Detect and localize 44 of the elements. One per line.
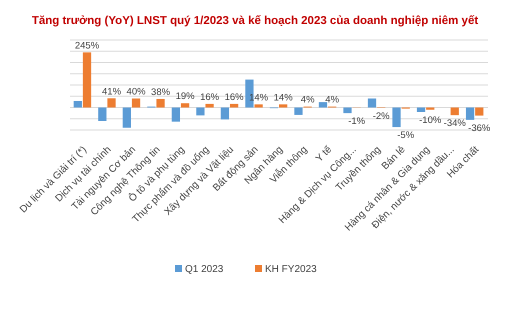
bar [220,108,230,120]
bar [180,103,190,108]
data-label: -5% [397,130,415,142]
legend-label: Q1 2023 [185,264,224,275]
data-label: -34% [444,118,466,130]
data-label: -1% [348,116,366,128]
bar [98,108,106,121]
bar [196,108,205,116]
bar [107,98,116,108]
data-label: 38% [151,86,171,98]
bar [172,108,180,122]
data-label: 19% [176,91,196,102]
data-label: -36% [468,122,491,134]
data-label: 14% [274,92,294,104]
bar [254,104,263,108]
bar [392,108,401,128]
data-label: 4% [300,94,316,106]
x-tick-label: Y tế [314,144,334,165]
bar [82,52,92,108]
bar [294,108,303,115]
bar [205,104,214,108]
bar [230,104,238,108]
bar [156,98,165,108]
bar [132,98,140,108]
bar [318,102,328,108]
legend-label: KH FY2023 [265,264,318,275]
bar [475,108,484,116]
data-label: 245% [74,40,100,52]
bar [122,108,131,128]
bar [416,108,426,112]
data-label: 16% [200,92,220,103]
data-label: 40% [126,86,146,98]
bar [343,108,352,114]
data-label: -10% [419,115,442,126]
data-label: -2% [372,110,390,122]
data-label: 4% [325,94,340,106]
bar [466,108,474,120]
bar [368,98,376,108]
bar [450,108,459,116]
data-label: 16% [224,92,244,103]
chart-title: Tăng trưởng (YoY) LNST quý 1/2023 và kế hoạch 2023 của doanh nghiệp niêm yết [32,15,478,27]
bar [279,104,288,108]
data-label: 41% [102,86,122,98]
bar [74,100,82,108]
